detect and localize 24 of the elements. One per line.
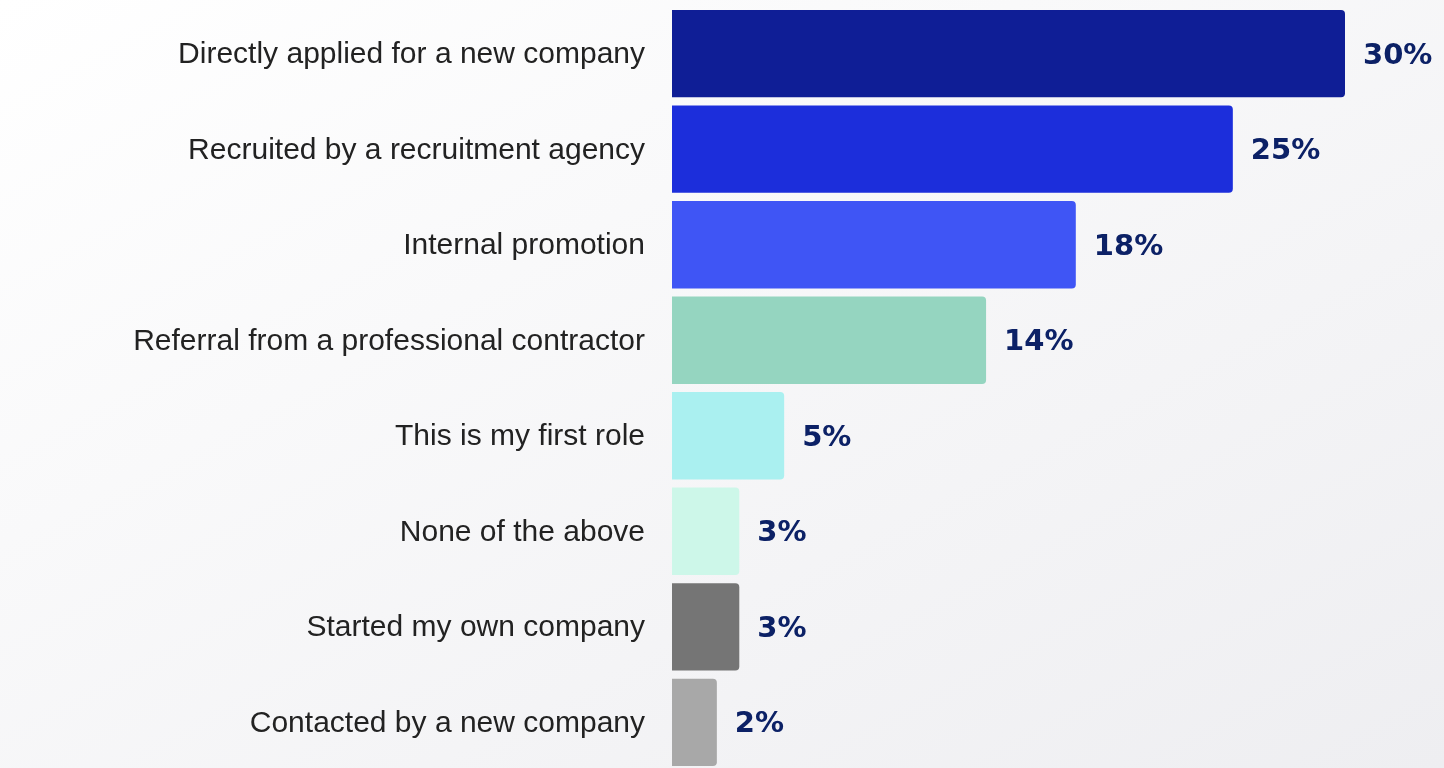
- bar: [672, 392, 785, 480]
- data-label: 14%: [1004, 323, 1074, 358]
- data-label: 5%: [802, 418, 852, 453]
- bar: [672, 296, 987, 384]
- y-tick-label: Referral from a professional contractor: [133, 322, 646, 356]
- bar: [672, 678, 717, 767]
- bar: [672, 487, 740, 576]
- y-tick-label: Started my own company: [306, 609, 645, 643]
- y-tick-label: Directly applied for a new company: [178, 36, 645, 70]
- y-tick-label: Recruited by a recruitment agency: [188, 131, 645, 165]
- data-label: 18%: [1093, 227, 1164, 262]
- bar: [672, 9, 1345, 98]
- bar: [672, 105, 1233, 193]
- y-tick-label: Contacted by a new company: [249, 704, 645, 738]
- data-label: 30%: [1363, 36, 1433, 71]
- bar: [672, 200, 1076, 289]
- data-label: 2%: [734, 705, 785, 740]
- y-tick-label: None of the above: [399, 513, 645, 547]
- data-label: 3%: [757, 609, 807, 644]
- data-label: 25%: [1250, 132, 1321, 167]
- bar: [672, 583, 740, 671]
- data-label: 3%: [757, 514, 807, 549]
- y-tick-label: Internal promotion: [403, 227, 645, 261]
- y-tick-label: This is my first role: [394, 418, 645, 452]
